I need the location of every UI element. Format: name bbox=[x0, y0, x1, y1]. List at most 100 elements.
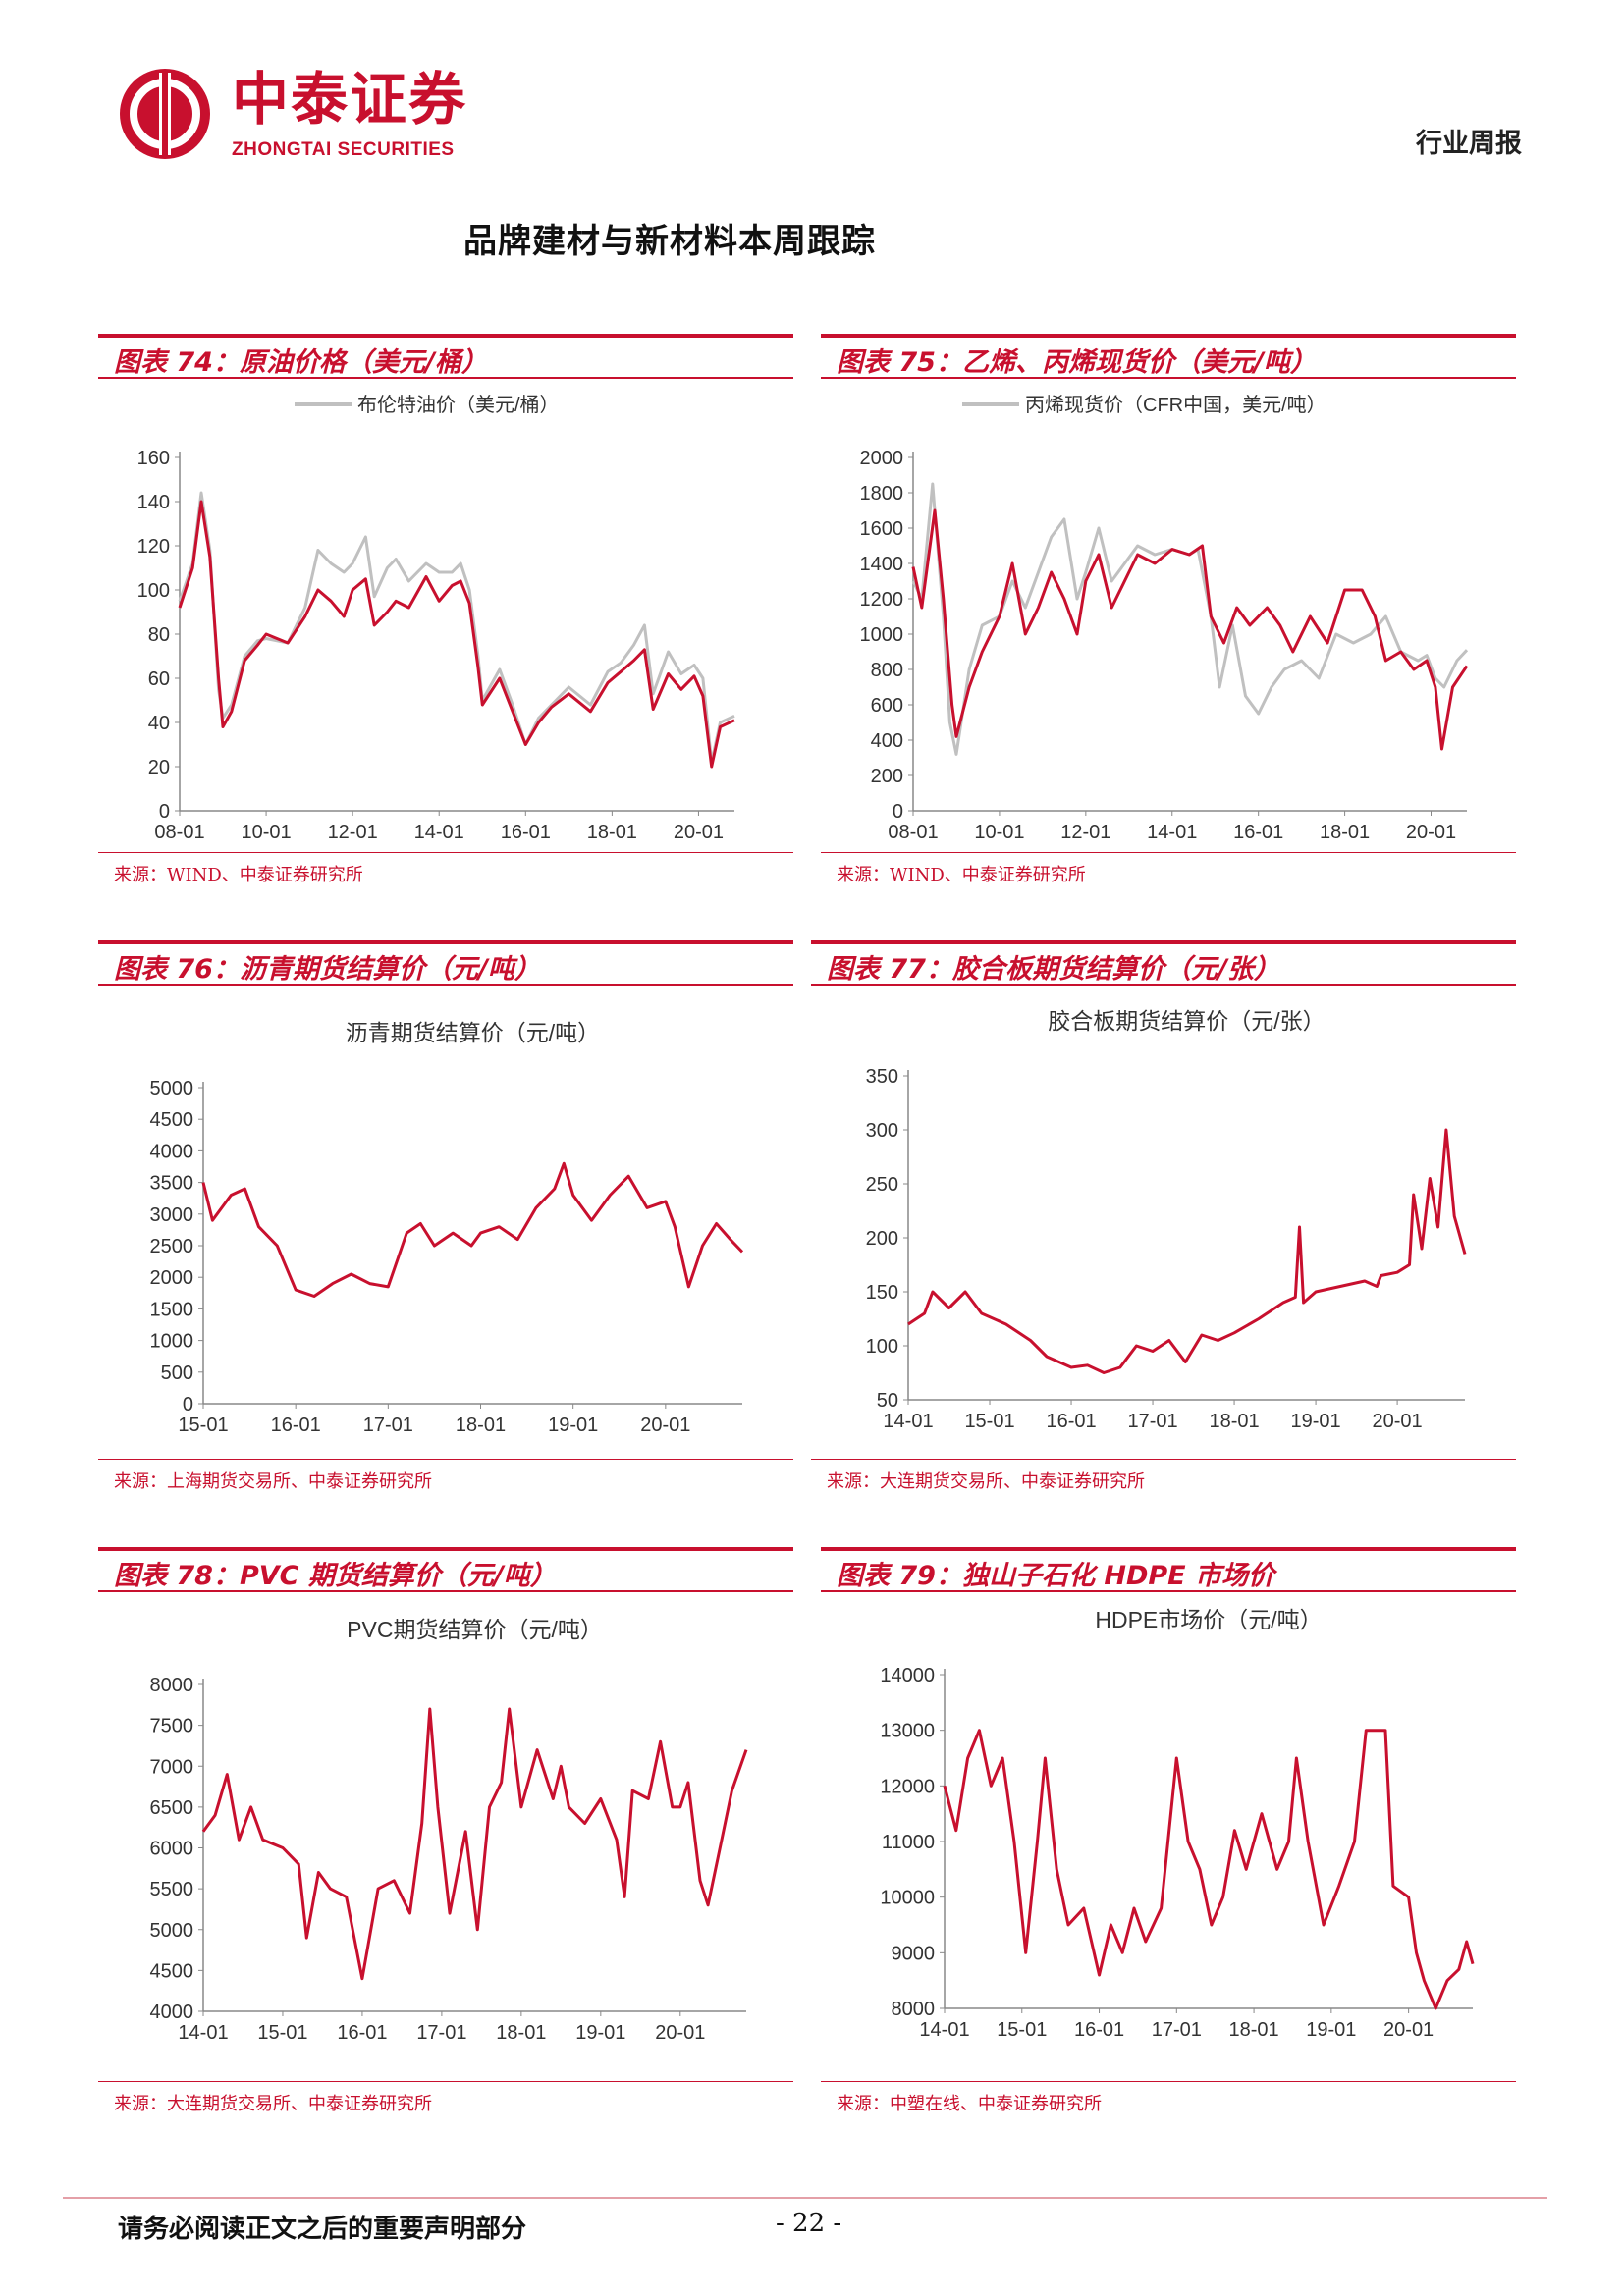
y-tick-label: 120 bbox=[137, 536, 170, 558]
panel-title: 图表 76：沥青期货结算价（元/吨） bbox=[114, 954, 541, 985]
y-tick-label: 8000 bbox=[150, 1675, 194, 1696]
y-tick-label: 1600 bbox=[860, 518, 904, 540]
x-tick-label: 20-01 bbox=[1373, 1411, 1423, 1432]
y-tick-label: 2000 bbox=[860, 448, 904, 469]
x-tick-label: 14-01 bbox=[1147, 822, 1197, 843]
panel-source: 来源：上海期货交易所、中泰证券研究所 bbox=[114, 1471, 432, 1492]
chart-title: PVC期货结算价（元/吨） bbox=[347, 1617, 603, 1642]
company-name-cn: 中泰证券 bbox=[232, 66, 468, 133]
x-tick-label: 20-01 bbox=[674, 822, 724, 843]
panel-crude-oil: 图表 74：原油价格（美元/桶） 0 20 40 60 80 100 120 140 160 08… bbox=[98, 334, 793, 893]
y-tick-label: 4500 bbox=[150, 1960, 194, 1982]
panel-title: 图表 75：乙烯、丙烯现货价（美元/吨） bbox=[837, 347, 1317, 378]
y-tick-label: 200 bbox=[866, 1228, 898, 1250]
y-tick-label: 5500 bbox=[150, 1879, 194, 1900]
series-line-red bbox=[943, 1729, 1475, 2010]
x-tick-label: 14-01 bbox=[178, 2022, 228, 2044]
x-tick-label: 08-01 bbox=[888, 822, 938, 843]
footer-disclaimer: 请务必阅读正文之后的重要声明部分 bbox=[118, 2215, 527, 2244]
panel-footer: 来源：WIND、中泰证券研究所 bbox=[821, 852, 1516, 885]
y-tick-label: 600 bbox=[871, 695, 903, 717]
hdpe-chart: HDPE市场价（元/吨） 8000 9000 10000 11000 12000 13000… bbox=[880, 1607, 1475, 2041]
logo-seal-icon bbox=[120, 69, 210, 159]
x-tick-label: 12-01 bbox=[1060, 822, 1110, 843]
y-tick-label: 10000 bbox=[880, 1888, 935, 1909]
x-tick-label: 18-01 bbox=[456, 1415, 506, 1436]
x-tick-label: 16-01 bbox=[1074, 2019, 1124, 2041]
x-tick-label: 20-01 bbox=[1383, 2019, 1434, 2041]
y-tick-label: 40 bbox=[148, 713, 170, 734]
x-tick-label: 20-01 bbox=[1406, 822, 1456, 843]
x-tick-label: 18-01 bbox=[496, 2022, 546, 2044]
y-tick-label: 14000 bbox=[880, 1665, 935, 1686]
panel-asphalt: 图表 76：沥青期货结算价（元/吨） 沥青期货结算价（元/吨） 0 500 1000 1… bbox=[98, 940, 793, 1500]
panel-olefins: 图表 75：乙烯、丙烯现货价（美元/吨） 0 200 400 600 800 1000 12… bbox=[821, 334, 1516, 893]
y-tick-label: 5000 bbox=[150, 1078, 194, 1099]
y-tick-label: 150 bbox=[866, 1282, 898, 1304]
panel-footer: 来源：中塑在线、中泰证券研究所 bbox=[821, 2081, 1516, 2114]
y-tick-label: 4000 bbox=[150, 1141, 194, 1162]
y-tick-label: 3000 bbox=[150, 1204, 194, 1226]
y-tick-label: 0 bbox=[183, 1394, 193, 1415]
panel-header: 图表 79：独山子石化 HDPE 市场价 bbox=[821, 1547, 1516, 1592]
x-tick-label: 17-01 bbox=[1152, 2019, 1202, 2041]
series-line-gray bbox=[911, 482, 1469, 756]
y-tick-label: 350 bbox=[866, 1066, 898, 1088]
panel-footer: 来源：上海期货交易所、中泰证券研究所 bbox=[98, 1459, 793, 1492]
x-tick-label: 19-01 bbox=[575, 2022, 625, 2044]
x-tick-label: 20-01 bbox=[640, 1415, 690, 1436]
y-tick-label: 1500 bbox=[150, 1299, 194, 1320]
panel-header: 图表 76：沥青期货结算价（元/吨） bbox=[98, 940, 793, 986]
x-tick-label: 15-01 bbox=[964, 1411, 1014, 1432]
x-tick-label: 15-01 bbox=[257, 2022, 307, 2044]
page-number: - 22 - bbox=[776, 2209, 842, 2238]
x-tick-label: 18-01 bbox=[1229, 2019, 1279, 2041]
legend-label: 布伦特油价（美元/桶） bbox=[357, 394, 560, 416]
panel-title: 图表 77：胶合板期货结算价（元/张） bbox=[827, 954, 1280, 985]
panel-header: 图表 75：乙烯、丙烯现货价（美元/吨） bbox=[821, 334, 1516, 379]
y-tick-label: 50 bbox=[877, 1390, 898, 1412]
plywood-chart: 胶合板期货结算价（元/张） 50 100 150 200 250 300 350 14-01 15… bbox=[866, 1008, 1467, 1432]
panel-header: 图表 74：原油价格（美元/桶） bbox=[98, 334, 793, 379]
y-tick-label: 200 bbox=[871, 766, 903, 787]
panel-title: 图表 79：独山子石化 HDPE 市场价 bbox=[837, 1561, 1275, 1591]
x-tick-label: 16-01 bbox=[1046, 1411, 1096, 1432]
y-tick-label: 11000 bbox=[882, 1832, 935, 1853]
x-tick-label: 18-01 bbox=[587, 822, 637, 843]
report-type: 行业周报 bbox=[1416, 129, 1522, 159]
x-tick-label: 08-01 bbox=[154, 822, 204, 843]
chart-title: 胶合板期货结算价（元/张） bbox=[1048, 1008, 1325, 1034]
y-tick-label: 400 bbox=[871, 730, 903, 752]
y-tick-label: 800 bbox=[871, 660, 903, 681]
series-line-gray bbox=[178, 491, 735, 764]
panel-footer: 来源：WIND、中泰证券研究所 bbox=[98, 852, 793, 885]
x-tick-label: 17-01 bbox=[416, 2022, 466, 2044]
x-tick-label: 16-01 bbox=[501, 822, 551, 843]
series-line-red bbox=[907, 1128, 1467, 1374]
y-tick-label: 6500 bbox=[150, 1797, 194, 1819]
y-tick-label: 7000 bbox=[150, 1756, 194, 1778]
company-logo: 中泰证券 ZHONGTAI SECURITIES bbox=[116, 61, 509, 169]
x-tick-label: 19-01 bbox=[1291, 1411, 1341, 1432]
olefins-chart: 0 200 400 600 800 1000 1200 1400 1600 1800 2000 08-… bbox=[860, 394, 1469, 843]
x-tick-label: 16-01 bbox=[1233, 822, 1283, 843]
panel-source: 来源：大连期货交易所、中泰证券研究所 bbox=[827, 1471, 1145, 1492]
panel-source: 来源：WIND、中泰证券研究所 bbox=[837, 865, 1086, 885]
y-tick-label: 1400 bbox=[860, 554, 904, 575]
y-tick-label: 0 bbox=[159, 801, 170, 823]
x-tick-label: 15-01 bbox=[997, 2019, 1047, 2041]
panel-title: 图表 74：原油价格（美元/桶） bbox=[114, 347, 488, 378]
crude-oil-chart: 0 20 40 60 80 100 120 140 160 08-01 10-01 12-01 14-0… bbox=[137, 394, 735, 843]
series-line-red bbox=[201, 1707, 748, 1981]
panel-title: 图表 78：PVC 期货结算价（元/吨） bbox=[114, 1561, 557, 1591]
x-tick-label: 16-01 bbox=[271, 1415, 321, 1436]
y-tick-label: 300 bbox=[866, 1120, 898, 1142]
y-tick-label: 8000 bbox=[892, 1999, 936, 2020]
y-tick-label: 1000 bbox=[860, 624, 904, 646]
series-line-red bbox=[201, 1161, 744, 1298]
y-tick-label: 250 bbox=[866, 1174, 898, 1196]
x-tick-label: 19-01 bbox=[548, 1415, 598, 1436]
x-tick-label: 14-01 bbox=[883, 1411, 933, 1432]
y-tick-label: 2000 bbox=[150, 1267, 194, 1289]
chart-title: 沥青期货结算价（元/吨） bbox=[346, 1020, 600, 1045]
